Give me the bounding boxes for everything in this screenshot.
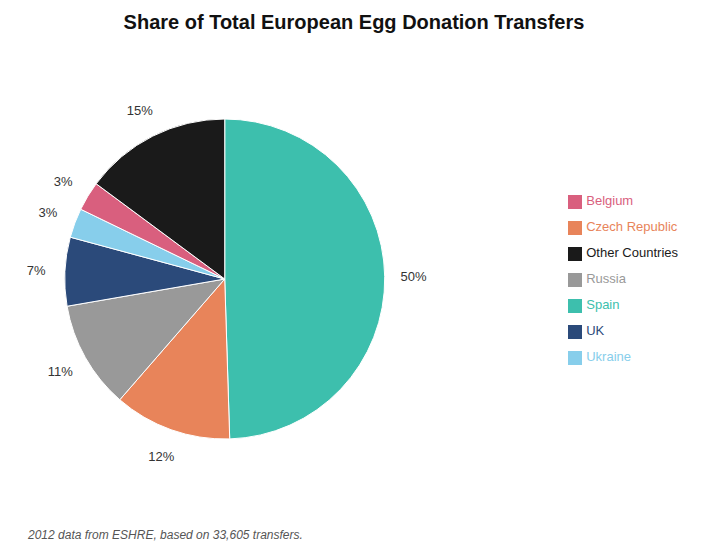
html-text:Ukraine: Ukraine [586, 349, 631, 364]
html-text:Other Countries: Other Countries [586, 245, 678, 260]
html-text:UK: UK [586, 323, 605, 338]
svg-text:11%: 11% [48, 364, 73, 379]
html-text:Belgium: Belgium [586, 193, 634, 208]
svg-text:50%: 50% [400, 269, 426, 284]
svg-text:7%: 7% [27, 263, 46, 278]
svg-text:3%: 3% [38, 205, 57, 220]
html-text:Czech Republic: Czech Republic [586, 219, 678, 234]
svg-text:15%: 15% [127, 103, 153, 118]
html-text:2012 data from ESHRE, based on: 2012 data from ESHRE, based on 33,605 tr… [28, 528, 303, 542]
html-text:Russia: Russia [586, 271, 626, 286]
svg-text:12%: 12% [148, 449, 174, 464]
svg-text:3%: 3% [54, 174, 73, 189]
html-text:Share of Total European Egg Do: Share of Total European Egg Donation Tra… [123, 11, 585, 33]
html-text:Spain: Spain [586, 297, 620, 312]
